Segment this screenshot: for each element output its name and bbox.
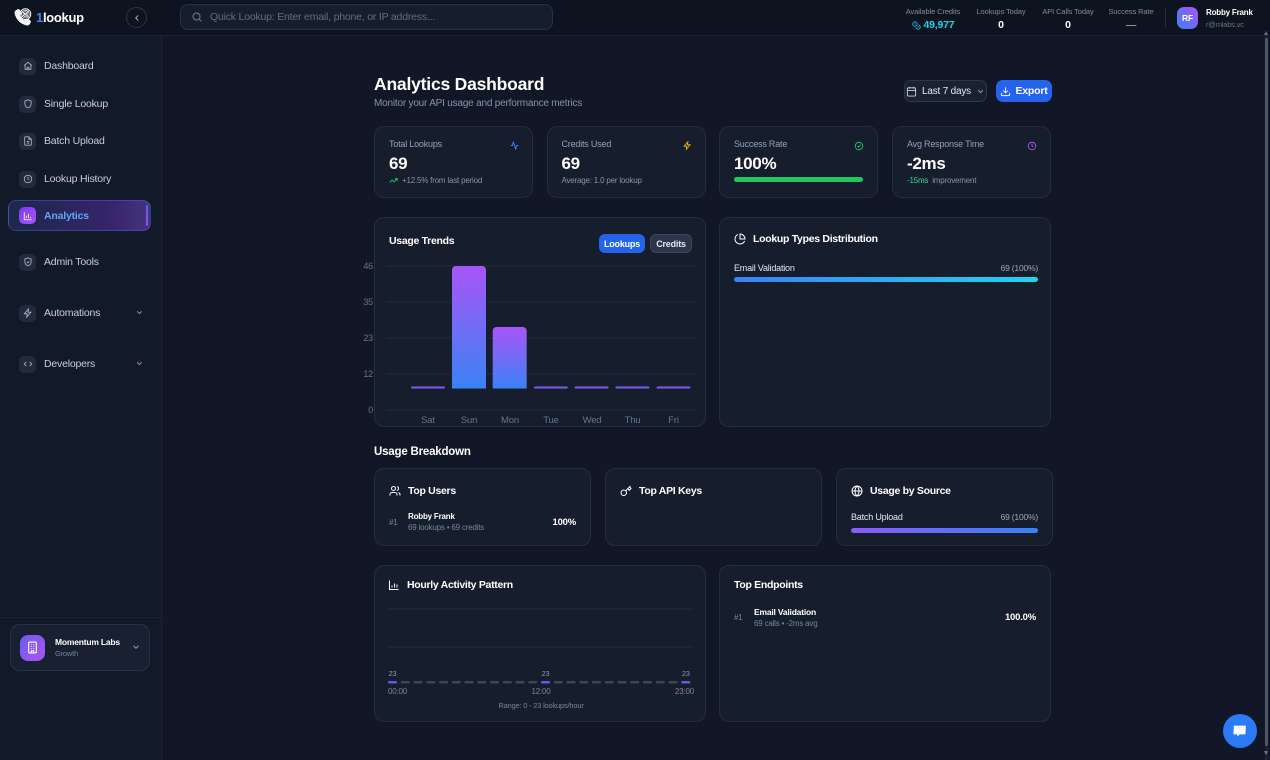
svg-text:Tue: Tue xyxy=(543,415,558,426)
svg-text:46: 46 xyxy=(363,261,373,271)
svg-text:Mon: Mon xyxy=(501,415,519,426)
svg-text:35: 35 xyxy=(363,297,373,307)
svg-text:0: 0 xyxy=(368,405,373,415)
svg-text:12: 12 xyxy=(363,369,373,379)
svg-text:23: 23 xyxy=(389,669,397,678)
svg-text:23: 23 xyxy=(682,669,690,678)
svg-text:23: 23 xyxy=(363,333,373,343)
svg-text:23: 23 xyxy=(542,669,550,678)
svg-text:Sat: Sat xyxy=(421,415,435,426)
svg-text:Fri: Fri xyxy=(668,415,679,426)
svg-text:Thu: Thu xyxy=(625,415,641,426)
svg-text:Wed: Wed xyxy=(583,415,602,426)
svg-text:Sun: Sun xyxy=(461,415,477,426)
